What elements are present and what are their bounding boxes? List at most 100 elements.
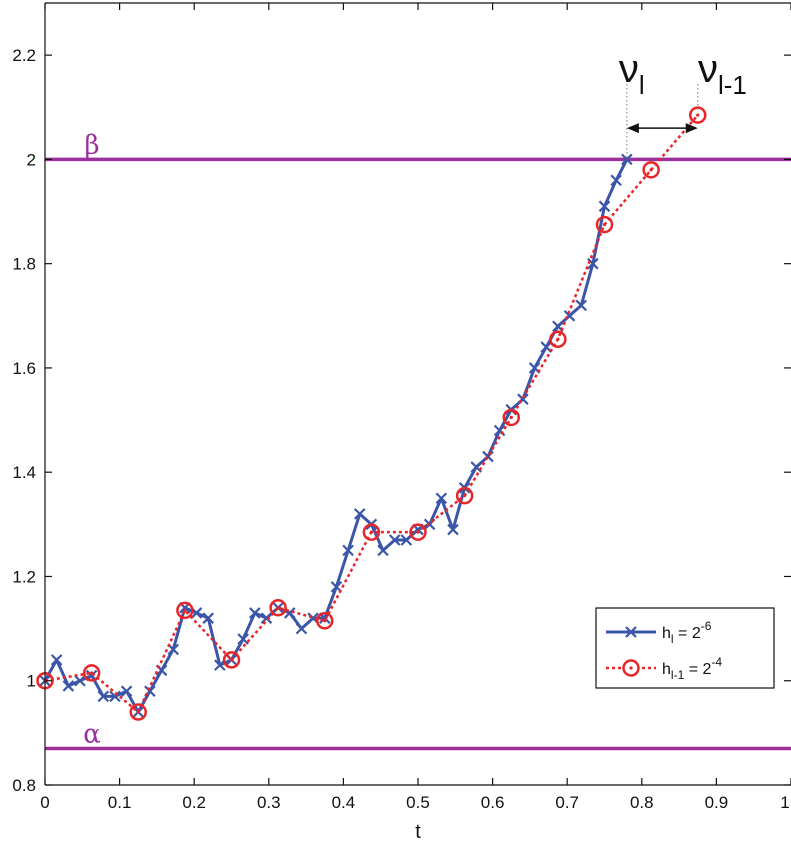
x-marker-stroke: [260, 612, 273, 624]
data-point-x-marker: [260, 612, 273, 624]
reference-label-beta: β: [84, 130, 99, 160]
x-marker-stroke: [447, 523, 459, 536]
data-point-x-marker: [249, 607, 261, 619]
circle-marker-dot: [136, 710, 140, 714]
x-axis-title: t: [415, 821, 421, 843]
arrowhead-right: [685, 123, 698, 134]
data-point-x-marker: [621, 153, 633, 166]
circle-marker-dot: [90, 671, 94, 675]
nu-label-left-sub: l: [639, 70, 645, 100]
circle-marker-dot: [323, 619, 327, 623]
data-point-circle-marker: [82, 664, 101, 682]
x-marker-stroke: [470, 461, 483, 473]
x-marker-stroke: [435, 492, 448, 505]
circle-marker-ring: [222, 651, 241, 669]
x-tick-label: 0.1: [108, 793, 132, 812]
x-tick-label: 0: [40, 793, 49, 812]
data-point-x-marker: [120, 685, 133, 697]
legend-label-sup: -4: [711, 655, 722, 669]
data-point-x-marker: [435, 492, 448, 505]
data-point-x-marker: [62, 680, 75, 692]
x-marker-stroke: [493, 424, 506, 437]
x-tick-label: 1: [780, 793, 789, 812]
x-marker-stroke: [575, 299, 588, 312]
x-marker-stroke: [528, 362, 541, 374]
legend-circle-dot: [629, 666, 633, 670]
reference-lines-layer: βα: [45, 130, 791, 751]
x-marker-stroke: [167, 643, 180, 656]
x-marker-stroke: [97, 690, 110, 703]
x-marker-stroke: [540, 341, 553, 353]
circle-marker-dot: [183, 608, 187, 612]
data-point-x-marker: [540, 341, 553, 353]
x-marker-stroke: [353, 508, 366, 520]
x-marker-stroke: [342, 544, 354, 557]
x-marker-stroke: [249, 607, 261, 619]
y-tick-label: 1.2: [12, 567, 36, 586]
legend-label-eq: = 2: [684, 661, 711, 678]
data-point-x-marker: [202, 612, 215, 624]
y-tick-label: 2.2: [12, 46, 36, 65]
circle-marker-ring: [176, 601, 194, 620]
data-point-x-marker: [97, 690, 110, 703]
x-marker-stroke: [307, 612, 319, 624]
legend: hl = 2-6hl-1 = 2-4: [595, 607, 775, 689]
series-layer: [36, 106, 707, 721]
data-point-x-marker: [377, 544, 389, 557]
data-point-x-marker: [342, 544, 354, 557]
data-point-circle-marker: [409, 523, 427, 541]
x-tick-label: 0.3: [257, 793, 281, 812]
data-point-x-marker: [109, 690, 121, 703]
circle-marker-ring: [595, 215, 614, 234]
legend-label-sup: -6: [701, 619, 712, 633]
x-tick-label: 0.5: [406, 793, 430, 812]
circle-marker-dot: [556, 337, 560, 341]
x-marker-stroke: [50, 654, 63, 666]
circle-marker-ring: [409, 523, 427, 541]
x-marker-stroke: [120, 685, 133, 697]
circle-marker-ring: [362, 523, 381, 541]
circle-marker-ring: [502, 408, 520, 427]
x-tick-label: 0.7: [555, 793, 579, 812]
x-tick-label: 0.6: [481, 793, 505, 812]
x-marker-stroke: [109, 690, 121, 703]
circle-marker-dot: [369, 530, 373, 534]
reference-label-alpha: α: [83, 720, 101, 750]
x-tick-label: 0.9: [705, 793, 729, 812]
y-tick-label: 1.6: [12, 359, 36, 378]
x-marker-stroke: [388, 534, 401, 546]
x-marker-stroke: [330, 581, 343, 593]
data-point-circle-marker: [362, 523, 381, 541]
data-point-x-marker: [575, 299, 588, 312]
x-tick-label: 0.4: [332, 793, 356, 812]
circle-marker-dot: [696, 113, 700, 117]
legend-label-eq: = 2: [674, 625, 701, 642]
data-point-x-marker: [50, 654, 63, 666]
circle-marker-dot: [463, 494, 467, 498]
data-point-circle-marker: [689, 106, 707, 124]
circle-marker-dot: [416, 530, 420, 534]
data-point-x-marker: [295, 622, 308, 635]
circle-marker-dot: [276, 606, 280, 610]
x-tick-label: 0.2: [182, 793, 206, 812]
data-point-x-marker: [610, 174, 622, 187]
nu-label-right-sub: l-1: [718, 70, 747, 100]
x-marker-stroke: [598, 200, 611, 213]
data-point-x-marker: [470, 461, 483, 473]
arrowhead-left: [626, 123, 639, 134]
data-point-x-marker: [587, 257, 599, 270]
circle-marker-dot: [509, 415, 513, 420]
x-marker-stroke: [400, 534, 413, 546]
data-point-circle-marker: [642, 161, 660, 179]
circle-marker-dot: [229, 658, 234, 662]
circle-marker-ring: [129, 703, 147, 721]
data-point-circle-marker: [549, 330, 567, 349]
x-marker-stroke: [202, 612, 215, 624]
y-tick-label: 1.8: [12, 255, 36, 274]
data-point-x-marker: [74, 674, 86, 687]
x-tick-label: 0.8: [630, 793, 654, 812]
x-marker-stroke: [74, 674, 86, 687]
x-marker-stroke: [295, 622, 308, 635]
